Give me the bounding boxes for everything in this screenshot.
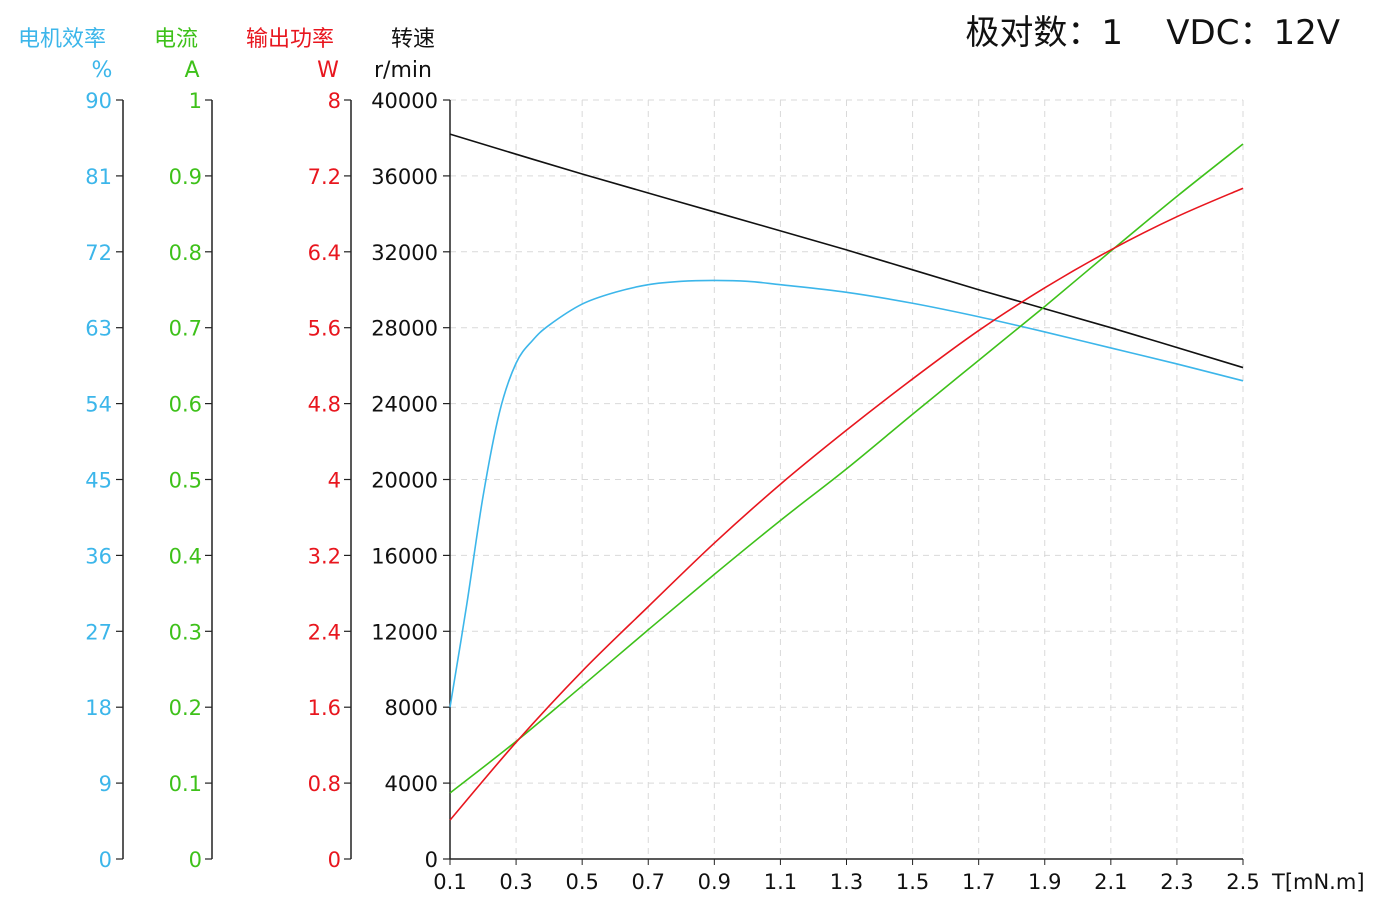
x-tick-label: 1.1 <box>764 870 797 894</box>
current-tick-label: 1 <box>189 89 202 113</box>
power-tick-label: 4.8 <box>308 393 341 417</box>
speed-tick-label: 0 <box>425 848 438 872</box>
speed-axis-title: 转速 <box>391 27 435 52</box>
efficiency-axis-title: 电机效率 <box>18 27 106 52</box>
power-tick-label: 0.8 <box>308 772 341 796</box>
power-tick-label: 1.6 <box>308 696 341 720</box>
x-tick-label: 1.5 <box>896 870 929 894</box>
current-tick-label: 0.3 <box>169 620 202 644</box>
speed-tick-label: 24000 <box>371 393 438 417</box>
efficiency-tick-label: 0 <box>99 848 112 872</box>
current-tick-label: 0.2 <box>169 696 202 720</box>
power-tick-label: 3.2 <box>308 544 341 568</box>
power-tick-label: 4 <box>328 469 341 493</box>
efficiency-axis-unit: % <box>92 58 113 83</box>
x-tick-label: 2.3 <box>1160 870 1193 894</box>
speed-tick-label: 36000 <box>371 165 438 189</box>
efficiency-tick-label: 9 <box>99 772 112 796</box>
efficiency-tick-label: 72 <box>85 241 112 265</box>
power-series-line <box>449 187 1244 821</box>
speed-tick-label: 4000 <box>385 772 438 796</box>
x-tick-label: 0.1 <box>433 870 466 894</box>
current-tick-label: 0.6 <box>169 393 202 417</box>
power-tick-label: 0 <box>328 848 341 872</box>
current-tick-label: 0.7 <box>169 317 202 341</box>
x-tick-label: 0.3 <box>499 870 532 894</box>
efficiency-tick-label: 27 <box>85 620 112 644</box>
efficiency-tick-label: 81 <box>85 165 112 189</box>
current-tick-label: 0.4 <box>169 544 202 568</box>
power-axis-unit: W <box>317 58 339 83</box>
current-tick-label: 0 <box>189 848 202 872</box>
power-tick-label: 6.4 <box>308 241 341 265</box>
x-tick-label: 0.9 <box>698 870 731 894</box>
efficiency-tick-label: 36 <box>85 544 112 568</box>
current-tick-label: 0.5 <box>169 469 202 493</box>
x-axis-label: T[mN.m] <box>1271 870 1365 894</box>
speed-tick-label: 12000 <box>371 620 438 644</box>
power-tick-label: 7.2 <box>308 165 341 189</box>
current-tick-label: 0.8 <box>169 241 202 265</box>
grid <box>450 99 1244 859</box>
current-tick-label: 0.9 <box>169 165 202 189</box>
power-tick-label: 5.6 <box>308 317 341 341</box>
speed-tick-label: 20000 <box>371 469 438 493</box>
x-tick-label: 1.3 <box>830 870 863 894</box>
speed-series-line <box>449 133 1244 369</box>
efficiency-tick-label: 18 <box>85 696 112 720</box>
x-tick-label: 1.7 <box>962 870 995 894</box>
efficiency-series-line <box>449 279 1244 708</box>
efficiency-tick-label: 45 <box>85 469 112 493</box>
current-series-line <box>449 143 1244 794</box>
speed-axis-unit: r/min <box>374 58 432 83</box>
series-lines <box>449 133 1244 821</box>
power-axis-title: 输出功率 <box>246 27 334 52</box>
efficiency-tick-label: 63 <box>85 317 112 341</box>
efficiency-tick-label: 54 <box>85 393 112 417</box>
speed-tick-label: 40000 <box>371 89 438 113</box>
x-tick-label: 0.7 <box>632 870 665 894</box>
speed-tick-label: 32000 <box>371 241 438 265</box>
speed-tick-label: 16000 <box>371 544 438 568</box>
speed-tick-label: 8000 <box>385 696 438 720</box>
power-tick-label: 2.4 <box>308 620 341 644</box>
axes: 0.1 0.3 0.5 0.7 0.9 1.1 1.3 1.5 1.7 1.9 2.1 2.3 2.5 0… <box>18 27 1260 894</box>
efficiency-tick-label: 90 <box>85 89 112 113</box>
speed-tick-label: 28000 <box>371 317 438 341</box>
x-tick-label: 2.5 <box>1226 870 1259 894</box>
current-axis-title: 电流 <box>154 27 198 52</box>
current-axis-unit: A <box>184 58 199 83</box>
x-tick-label: 2.1 <box>1094 870 1127 894</box>
x-tick-label: 1.9 <box>1028 870 1061 894</box>
x-tick-label: 0.5 <box>565 870 598 894</box>
chart-header: 极对数：1 VDC：12V <box>965 13 1340 53</box>
current-tick-label: 0.1 <box>169 772 202 796</box>
power-tick-label: 8 <box>328 89 341 113</box>
